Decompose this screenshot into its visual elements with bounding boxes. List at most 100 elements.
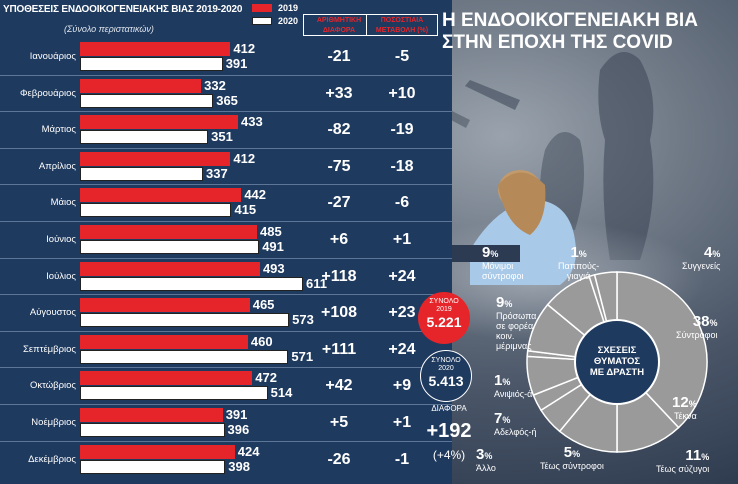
donut-label-text: κοιν. [496, 331, 515, 341]
donut-label: 4% Συγγενείς [682, 244, 720, 271]
total-2019-value: 5.221 [426, 314, 462, 330]
bar-2019 [80, 334, 248, 349]
donut-label-percent: 9% [482, 244, 499, 261]
difference-value: +118 [321, 267, 357, 285]
donut-label-percent: 7% [494, 410, 511, 427]
percent-change-value: +24 [388, 267, 416, 285]
difference-value: +42 [325, 377, 353, 395]
bar-2019 [80, 225, 258, 239]
value-2019: 442 [244, 187, 267, 203]
month-label: Οκτώβριος [29, 380, 76, 392]
percent-change-value: +24 [388, 340, 416, 358]
percent-change-value: +9 [392, 377, 412, 395]
donut-label-text: Τέως σύντροφοι [540, 461, 604, 471]
headline-line2: ΣΤΗΝ ΕΠΟΧΗ ΤΗΣ COVID [442, 32, 673, 53]
month-label: Μάρτιος [41, 124, 76, 136]
donut-label: 9% Μόνιμοι σύντροφοι [482, 244, 524, 281]
donut-label-text: γιαγιά [566, 271, 591, 281]
difference-value: -21 [327, 48, 351, 65]
shadow-arm-right [465, 80, 520, 110]
percent-change-value: +1 [392, 414, 412, 431]
value-2020: 611 [306, 275, 327, 291]
difference-value: +6 [329, 231, 349, 248]
percent-change-value: -18 [390, 157, 414, 175]
row-separator [0, 294, 452, 296]
difference-value: +108 [320, 304, 358, 322]
legend-swatch-2020 [252, 17, 272, 25]
donut-label-percent: 9% [496, 294, 513, 311]
total-2020-value: 5.413 [428, 373, 464, 389]
donut-label-text: Άλλο [476, 463, 496, 473]
row-separator [0, 404, 452, 405]
difference-value: +111 [321, 340, 357, 358]
total-2019-badge: ΣΥΝΟΛΟ 2019 5.221 [418, 292, 470, 344]
percent-change-value: +10 [388, 84, 416, 102]
donut-label-text: Πρόσωπα [496, 311, 537, 321]
value-2019: 412 [233, 41, 256, 56]
value-2019: 391 [225, 407, 248, 422]
value-2020: 415 [234, 202, 257, 218]
donut-label-percent: 12% [672, 394, 697, 411]
month-label: Απρίλιος [38, 160, 76, 172]
row-separator [0, 367, 452, 369]
percent-change-value: +1 [392, 231, 412, 248]
donut-label-text: Ανιψιός-ά [494, 389, 533, 399]
donut-label: 9% Πρόσωπα σε φορέα κοιν. μέριμνας [496, 294, 536, 351]
column-header-difference: ΑΡΙΘΜΗΤΙΚΗ ΔΙΑΦΟΡΑ [303, 14, 375, 36]
value-2019: 433 [241, 114, 263, 130]
legend-swatch-2019 [252, 4, 272, 12]
donut-label-text: σε φορέα [496, 321, 534, 331]
bar-2020 [80, 130, 209, 145]
donut-label-percent: 1% [570, 244, 587, 261]
bar-2020 [80, 166, 203, 181]
bar-2019 [80, 444, 235, 459]
donut-label-percent: 11% [685, 447, 710, 464]
chart-title: ΥΠΟΘΕΣΕΙΣ ΕΝΔΟΟΙΚΟΓΕΝΕΙΑΚΗΣ ΒΙΑΣ 2019-20… [3, 4, 243, 15]
donut-label: 11% Τέως σύζυγοι [656, 447, 709, 474]
value-2020: 398 [228, 458, 250, 474]
difference-value: -75 [327, 157, 351, 175]
bar-2019 [80, 298, 250, 313]
percent-change-value: -6 [394, 194, 410, 212]
donut-label: 7% Αδελφός-ή [494, 410, 537, 437]
donut-label: 1% Παππούς-γιαγιά [558, 244, 599, 281]
donut-center-label: ΣΧΕΣΕΙΣ ΘΥΜΑΤΟΣ ΜΕ ΔΡΑΣΤΗ [584, 345, 650, 378]
total-2019-label: ΣΥΝΟΛΟ [429, 298, 459, 305]
bar-2020 [80, 240, 260, 254]
value-2019: 465 [252, 297, 275, 313]
donut-center-line: ΣΧΕΣΕΙΣ [597, 345, 637, 356]
bar-2020 [80, 459, 226, 474]
row-separator [0, 74, 452, 76]
donut-label-text: Τέως σύζυγοι [656, 464, 710, 474]
row-separator [0, 221, 452, 222]
bar-2019 [80, 188, 242, 203]
month-label: Ιούνιος [46, 234, 76, 245]
total-2020-year: 2020 [438, 365, 454, 372]
donut-label: 1% Ανιψιός-ά [494, 372, 532, 399]
donut-label-text: Τέκνα [673, 411, 697, 421]
legend-label-2020: 2020 [278, 16, 299, 26]
month-label: Ιούλιος [46, 270, 76, 282]
bar-2020 [80, 276, 303, 291]
donut-label: 3% Άλλο [476, 446, 496, 473]
difference-value: -26 [327, 450, 351, 468]
donut-label: 5% Τέως σύντροφοι [540, 444, 604, 471]
bar-2020 [80, 423, 225, 437]
bar-2019 [80, 78, 202, 93]
bar-2020 [80, 203, 232, 218]
total-diff-label: ΔΙΑΦΟΡΑ [431, 404, 467, 413]
shadow-figure-right [598, 52, 654, 260]
donut-label-percent: 1% [494, 372, 511, 389]
percent-change-value: -5 [394, 48, 410, 65]
donut-label-percent: 38% [692, 313, 718, 330]
month-label: Σεπτέμβριος [23, 343, 76, 355]
percent-change-value: -1 [394, 450, 410, 468]
row-separator [0, 257, 452, 259]
total-2019-year: 2019 [436, 306, 452, 313]
total-diff-percent: (+4%) [432, 448, 466, 462]
month-label: Αύγουστος [29, 307, 76, 319]
bar-2020 [80, 386, 268, 401]
donut-label-percent: 4% [704, 244, 721, 261]
difference-value: +5 [329, 414, 349, 431]
